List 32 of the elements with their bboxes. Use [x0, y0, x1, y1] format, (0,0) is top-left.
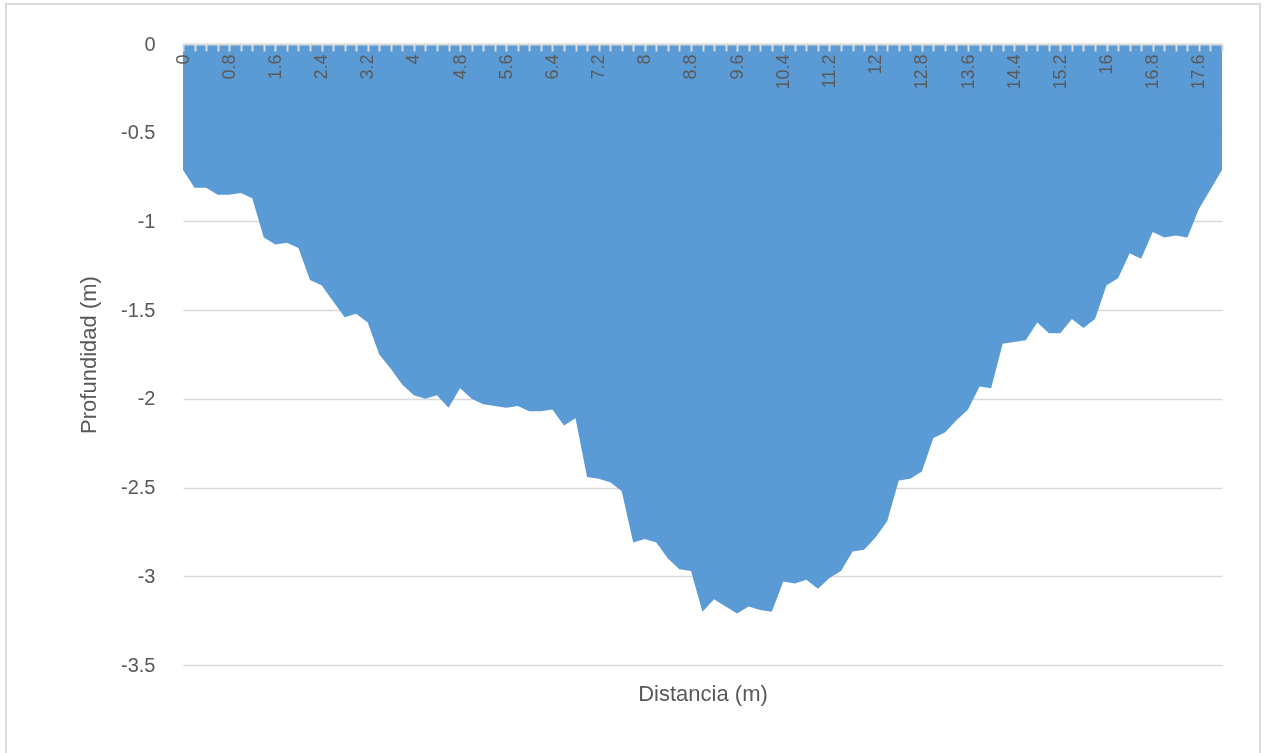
- x-tick-label: 4.8: [449, 54, 470, 80]
- x-tick-label: 1.6: [264, 54, 285, 80]
- x-tick-label: 4: [403, 54, 424, 65]
- y-tick-label: -1: [137, 209, 156, 232]
- y-tick-label: -2.5: [121, 476, 156, 499]
- x-tick-label: 12.8: [911, 54, 932, 90]
- x-tick-label: 16.8: [1142, 54, 1163, 90]
- x-tick-label: 0.8: [218, 54, 239, 80]
- y-tick-label: -2: [137, 387, 156, 410]
- x-tick-label: 8.8: [680, 54, 701, 80]
- x-tick-label: 14.4: [1003, 54, 1024, 90]
- x-tick-label: 17.6: [1188, 54, 1209, 90]
- x-tick-label: 11.2: [818, 54, 839, 89]
- y-tick-label: -3: [137, 564, 156, 587]
- y-tick-label: -3.5: [121, 653, 156, 676]
- x-tick-label: 6.4: [541, 54, 562, 80]
- x-tick-label: 2.4: [311, 54, 332, 80]
- x-tick-label: 13.6: [957, 54, 978, 90]
- y-tick-label: -0.5: [121, 121, 156, 144]
- x-tick-label: 3.2: [357, 54, 378, 80]
- x-tick-label: 12: [865, 54, 886, 75]
- x-tick-label: 8: [634, 54, 655, 65]
- x-tick-label: 15.2: [1049, 54, 1070, 90]
- y-tick-label: -1.5: [121, 298, 156, 321]
- x-tick-label: 7.2: [588, 54, 609, 80]
- x-tick-label: 16: [1096, 54, 1117, 75]
- x-axis-title: Distancia (m): [638, 680, 768, 706]
- x-tick-label: 10.4: [772, 54, 793, 90]
- y-axis-title: Profundidad (m): [76, 276, 102, 434]
- x-tick-label: 0: [172, 54, 193, 65]
- x-tick-label: 9.6: [726, 54, 747, 80]
- x-tick-label: 5.6: [495, 54, 516, 80]
